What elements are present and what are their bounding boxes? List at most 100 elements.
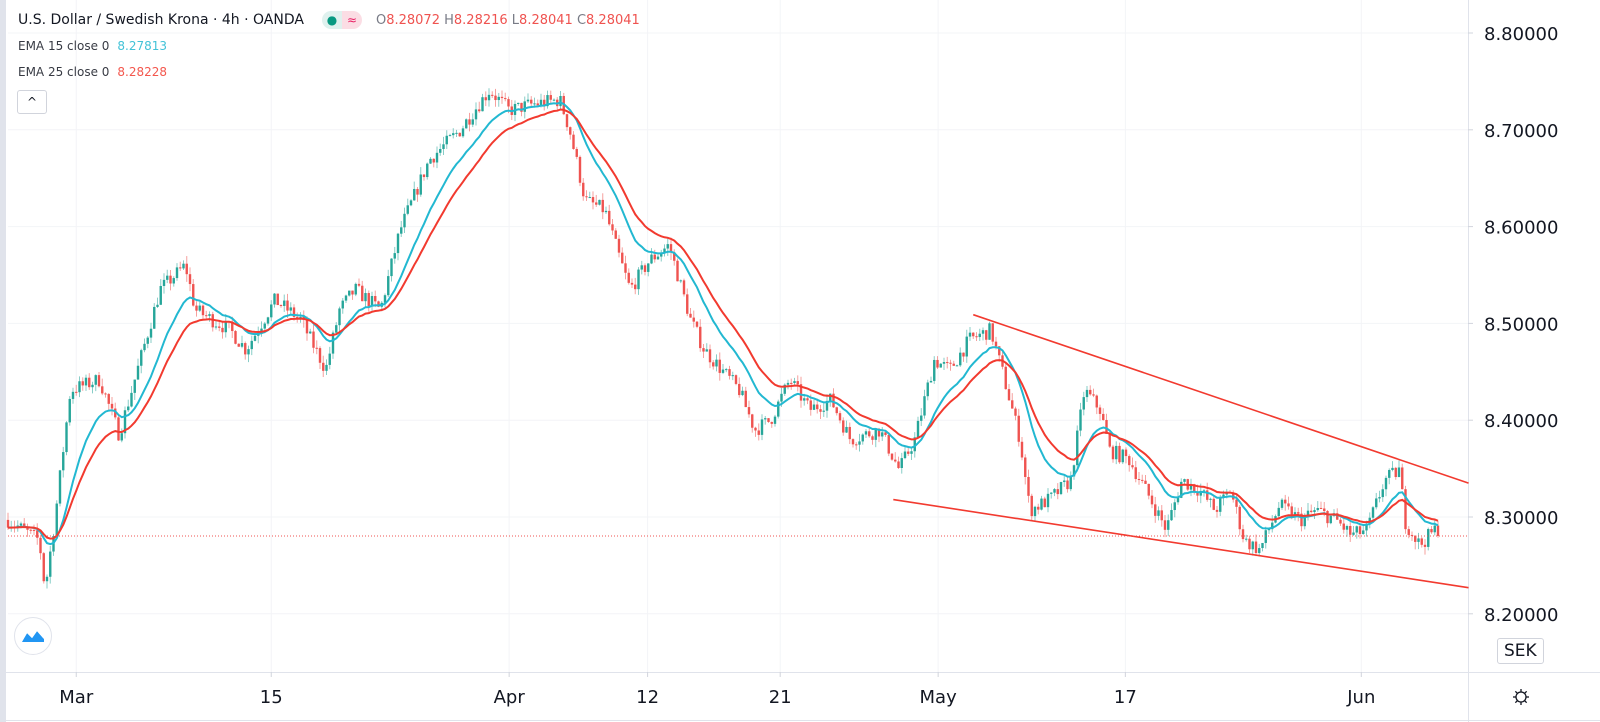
candle-body — [1404, 489, 1407, 530]
candle-body — [1030, 495, 1033, 517]
candle-body — [582, 182, 585, 197]
candle-body — [403, 213, 406, 228]
currency-button[interactable]: SEK — [1497, 638, 1544, 664]
candle-body — [136, 365, 140, 380]
candle-body — [1290, 506, 1293, 518]
candle-body — [172, 278, 175, 284]
candle-body — [1212, 498, 1215, 510]
candle-body — [978, 333, 981, 338]
candle-body — [120, 433, 123, 441]
x-tick-label: Apr — [494, 687, 526, 708]
candle-body — [370, 296, 374, 307]
candle-body — [848, 426, 851, 440]
candle-body — [959, 352, 962, 366]
candle-body — [946, 362, 949, 364]
candle-body — [637, 269, 640, 290]
candle-body — [266, 317, 270, 324]
candle-body — [240, 343, 244, 347]
candle-body — [692, 317, 695, 322]
candle-body — [221, 327, 224, 333]
left-border — [0, 0, 6, 722]
candle-body — [536, 103, 539, 106]
candle-body — [1150, 495, 1154, 505]
candle-body — [1384, 477, 1388, 490]
candle-body — [500, 96, 504, 99]
candle-body — [653, 254, 656, 260]
candle-body — [1248, 538, 1251, 550]
candle-body — [426, 163, 429, 178]
candle-body — [656, 256, 660, 260]
status-pill[interactable]: ● ≈ — [321, 11, 362, 29]
candle-body — [988, 323, 991, 340]
collapse-legend-button[interactable]: ^ — [17, 90, 47, 114]
candle-body — [764, 418, 767, 420]
candle-body — [1196, 491, 1199, 496]
candle-body — [858, 441, 861, 445]
candle-body — [315, 347, 318, 349]
settings-gear-icon[interactable] — [1513, 689, 1529, 705]
candle-body — [1173, 502, 1176, 511]
candle-body — [218, 326, 221, 328]
candle-body — [832, 393, 835, 408]
candle-body — [939, 363, 942, 368]
candle-body — [530, 99, 533, 104]
candle-body — [1118, 445, 1121, 463]
candle-body — [1397, 467, 1401, 478]
candle-body — [803, 398, 806, 401]
gear-tooth — [1514, 690, 1518, 694]
candle-body — [838, 413, 842, 421]
candle-body — [452, 133, 455, 136]
candle-body — [101, 386, 104, 394]
candle-body — [1115, 445, 1118, 460]
symbol-title[interactable]: U.S. Dollar / Swedish Krona · 4h · OANDA — [18, 12, 304, 28]
indicator-ema25[interactable]: EMA 25 close 0 8.28228 — [18, 65, 167, 79]
candle-body — [162, 279, 166, 286]
candle-body — [695, 321, 699, 327]
candle-body — [1410, 534, 1414, 536]
candle-body — [182, 263, 185, 269]
candle-body — [374, 296, 377, 302]
ema-line-15 — [7, 101, 1439, 546]
candle-body — [32, 529, 36, 531]
candle-body — [494, 95, 497, 101]
candle-body — [312, 331, 315, 348]
candle-body — [1102, 413, 1105, 420]
candle-body — [439, 149, 442, 153]
candle-body — [416, 188, 419, 195]
candle-body — [1261, 542, 1264, 549]
candle-body — [608, 210, 611, 225]
candle-body — [887, 434, 890, 454]
tradingview-logo-icon[interactable] — [14, 617, 52, 655]
candle-body — [962, 352, 965, 357]
candle-body — [192, 284, 195, 306]
candle-body — [1420, 538, 1423, 545]
candle-body — [468, 119, 471, 125]
candle-body — [409, 200, 413, 206]
indicator-ema15[interactable]: EMA 15 close 0 8.27813 — [18, 39, 167, 53]
candle-body — [868, 431, 871, 437]
candle-body — [283, 300, 286, 306]
candle-body — [916, 420, 920, 438]
candle-body — [871, 436, 874, 440]
trendline-lower — [893, 498, 1469, 589]
candles — [6, 88, 1440, 589]
candle-body — [864, 431, 868, 435]
candle-body — [214, 326, 218, 328]
candle-body — [842, 420, 845, 433]
candle-body — [972, 332, 975, 337]
candle-body — [543, 99, 546, 107]
symbol-legend: U.S. Dollar / Swedish Krona · 4h · OANDA… — [18, 11, 640, 29]
candle-body — [458, 132, 461, 137]
candle-body — [1040, 498, 1043, 510]
y-tick-label: 8.20000 — [1484, 605, 1558, 626]
candle-body — [244, 343, 247, 355]
y-tick-label: 8.80000 — [1484, 24, 1558, 45]
candle-body — [1020, 441, 1024, 458]
candle-body — [1121, 449, 1124, 463]
candle-body — [676, 260, 679, 282]
candle-body — [276, 293, 279, 306]
candle-body — [588, 197, 591, 199]
candle-body — [1160, 510, 1163, 521]
